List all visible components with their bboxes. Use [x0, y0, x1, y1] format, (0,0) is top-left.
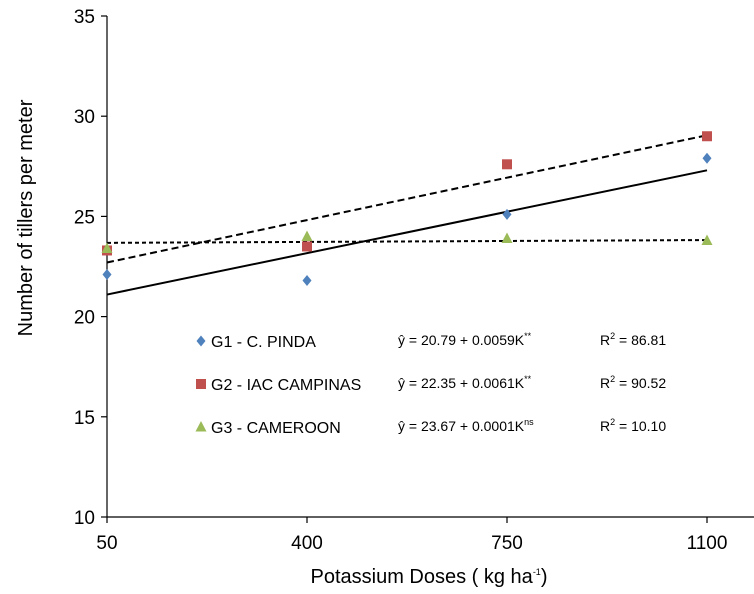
axes	[101, 15, 754, 523]
y-tick-label: 25	[74, 207, 95, 228]
data-point	[301, 230, 313, 241]
regression-equation: ŷ = 23.67 + 0.0001Kns R2 = 10.10	[398, 417, 666, 434]
x-tick-label: 750	[491, 533, 523, 554]
data-point	[101, 242, 113, 253]
data-point	[701, 234, 713, 245]
data-point	[302, 241, 312, 252]
data-point	[302, 275, 312, 287]
x-axis-title: Potassium Doses ( kg ha-1)	[310, 566, 547, 588]
data-point	[502, 159, 512, 170]
legend-marker	[196, 335, 206, 347]
data-point	[702, 131, 712, 142]
trendline	[106, 239, 708, 244]
legend-marker	[196, 379, 206, 389]
legend: G1 - C. PINDA ŷ = 20.79 + 0.0059K** R2 = 8…	[195, 331, 666, 437]
y-axis-title: Number of tillers per meter	[15, 99, 37, 336]
data-point	[502, 208, 512, 220]
data-points	[101, 131, 713, 287]
tick-labels: 10 15 20 25 30 35 50 400 750 1100	[74, 7, 728, 554]
y-tick-label: 20	[74, 308, 95, 329]
legend-label: G1 - C. PINDA	[211, 334, 316, 351]
x-tick-label: 50	[96, 533, 117, 554]
x-tick-label: 400	[291, 533, 323, 554]
regression-equation: ŷ = 20.79 + 0.0059K** R2 = 86.81	[398, 331, 666, 348]
regression-equation: ŷ = 22.35 + 0.0061K** R2 = 90.52	[398, 374, 666, 391]
legend-label: G3 - CAMEROON	[211, 420, 341, 437]
data-point	[501, 232, 513, 243]
legend-label: G2 - IAC CAMPINAS	[211, 377, 361, 394]
y-tick-label: 10	[74, 508, 95, 529]
trendline	[106, 134, 708, 264]
data-point	[702, 152, 712, 164]
y-tick-label: 30	[74, 107, 95, 128]
y-tick-label: 15	[74, 408, 95, 429]
trendlines	[106, 134, 708, 296]
y-tick-label: 35	[74, 7, 95, 28]
legend-marker	[195, 421, 207, 432]
data-point	[102, 269, 112, 281]
x-tick-label: 1100	[687, 533, 728, 554]
trendline	[106, 169, 708, 296]
